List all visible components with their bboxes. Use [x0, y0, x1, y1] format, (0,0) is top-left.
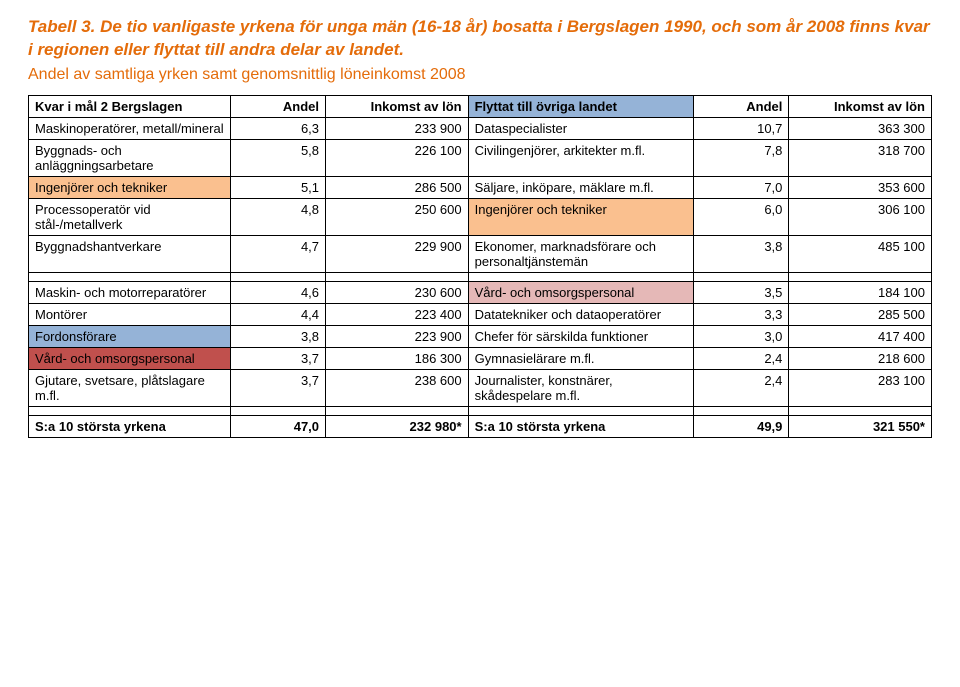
- cell-left-share: 4,8: [230, 199, 325, 236]
- cell-right-share: 7,8: [694, 140, 789, 177]
- cell-left-name: Montörer: [29, 304, 231, 326]
- cell-left-share: 6,3: [230, 118, 325, 140]
- sum-row: S:a 10 största yrkena 47,0 232 980* S:a …: [29, 416, 932, 438]
- cell-right-share: 3,8: [694, 236, 789, 273]
- cell-right-income: 283 100: [789, 370, 932, 407]
- cell-right-income: 485 100: [789, 236, 932, 273]
- table-subtitle: Andel av samtliga yrken samt genomsnittl…: [28, 64, 932, 86]
- cell-left-name: Maskinoperatörer, metall/mineral: [29, 118, 231, 140]
- cell-left-share: 3,8: [230, 326, 325, 348]
- cell-right-income: 417 400: [789, 326, 932, 348]
- table-title: Tabell 3. De tio vanligaste yrkena för u…: [28, 16, 932, 62]
- table-row: Montörer 4,4 223 400 Datatekniker och da…: [29, 304, 932, 326]
- cell-left-name: Gjutare, svetsare, plåtslagare m.fl.: [29, 370, 231, 407]
- cell-left-name: Maskin- och motorreparatörer: [29, 282, 231, 304]
- cell-right-income: 363 300: [789, 118, 932, 140]
- cell-right-name: Chefer för särskilda funktioner: [468, 326, 694, 348]
- cell-left-name: Byggnadshantverkare: [29, 236, 231, 273]
- cell-left-name: Processoperatör vid stål-/metallverk: [29, 199, 231, 236]
- table-row: Byggnadshantverkare 4,7 229 900 Ekonomer…: [29, 236, 932, 273]
- table-row: Fordonsförare 3,8 223 900 Chefer för sär…: [29, 326, 932, 348]
- cell-right-share: 3,3: [694, 304, 789, 326]
- cell-right-name: Säljare, inköpare, mäklare m.fl.: [468, 177, 694, 199]
- sum-right-income: 321 550*: [789, 416, 932, 438]
- sum-right-share: 49,9: [694, 416, 789, 438]
- cell-left-share: 3,7: [230, 348, 325, 370]
- cell-left-share: 3,7: [230, 370, 325, 407]
- cell-right-income: 318 700: [789, 140, 932, 177]
- cell-right-share: 6,0: [694, 199, 789, 236]
- cell-right-income: 184 100: [789, 282, 932, 304]
- table-row: Processoperatör vid stål-/metallverk 4,8…: [29, 199, 932, 236]
- cell-right-share: 7,0: [694, 177, 789, 199]
- cell-left-name: Fordonsförare: [29, 326, 231, 348]
- cell-right-name: Gymnasielärare m.fl.: [468, 348, 694, 370]
- cell-right-share: 3,0: [694, 326, 789, 348]
- cell-left-name: Ingenjörer och tekniker: [29, 177, 231, 199]
- cell-right-name: Vård- och omsorgspersonal: [468, 282, 694, 304]
- table-row: Gjutare, svetsare, plåtslagare m.fl. 3,7…: [29, 370, 932, 407]
- cell-left-name: Vård- och omsorgspersonal: [29, 348, 231, 370]
- cell-right-share: 10,7: [694, 118, 789, 140]
- cell-right-share: 3,5: [694, 282, 789, 304]
- cell-left-income: 226 100: [326, 140, 469, 177]
- cell-left-income: 186 300: [326, 348, 469, 370]
- sum-left-share: 47,0: [230, 416, 325, 438]
- col-header-right-share: Andel: [694, 96, 789, 118]
- table-row: Byggnads- och anläggningsarbetare 5,8 22…: [29, 140, 932, 177]
- cell-right-income: 353 600: [789, 177, 932, 199]
- cell-left-income: 286 500: [326, 177, 469, 199]
- cell-right-income: 306 100: [789, 199, 932, 236]
- cell-left-income: 229 900: [326, 236, 469, 273]
- table-row: Ingenjörer och tekniker 5,1 286 500 Sälj…: [29, 177, 932, 199]
- page: Tabell 3. De tio vanligaste yrkena för u…: [0, 0, 960, 448]
- table-row: Maskin- och motorreparatörer 4,6 230 600…: [29, 282, 932, 304]
- cell-left-share: 4,4: [230, 304, 325, 326]
- col-header-left-income: Inkomst av lön: [326, 96, 469, 118]
- table-row: Vård- och omsorgspersonal 3,7 186 300 Gy…: [29, 348, 932, 370]
- header-row: Kvar i mål 2 Bergslagen Andel Inkomst av…: [29, 96, 932, 118]
- cell-right-name: Dataspecialister: [468, 118, 694, 140]
- sum-right-name: S:a 10 största yrkena: [468, 416, 694, 438]
- col-header-left-share: Andel: [230, 96, 325, 118]
- cell-left-name: Byggnads- och anläggningsarbetare: [29, 140, 231, 177]
- sum-left-income: 232 980*: [326, 416, 469, 438]
- cell-left-share: 4,7: [230, 236, 325, 273]
- spacer-row: [29, 273, 932, 282]
- cell-right-name: Datatekniker och dataoperatörer: [468, 304, 694, 326]
- table-row: Maskinoperatörer, metall/mineral 6,3 233…: [29, 118, 932, 140]
- cell-left-income: 238 600: [326, 370, 469, 407]
- cell-left-share: 4,6: [230, 282, 325, 304]
- cell-left-income: 223 400: [326, 304, 469, 326]
- cell-right-share: 2,4: [694, 348, 789, 370]
- cell-left-income: 230 600: [326, 282, 469, 304]
- cell-right-income: 285 500: [789, 304, 932, 326]
- cell-left-income: 223 900: [326, 326, 469, 348]
- cell-left-share: 5,1: [230, 177, 325, 199]
- cell-right-name: Journalister, konstnärer, skådespelare m…: [468, 370, 694, 407]
- cell-left-income: 233 900: [326, 118, 469, 140]
- cell-right-name: Civilingenjörer, arkitekter m.fl.: [468, 140, 694, 177]
- col-header-right-income: Inkomst av lön: [789, 96, 932, 118]
- cell-left-income: 250 600: [326, 199, 469, 236]
- data-table: Kvar i mål 2 Bergslagen Andel Inkomst av…: [28, 95, 932, 438]
- sum-left-name: S:a 10 största yrkena: [29, 416, 231, 438]
- col-header-right-occupation: Flyttat till övriga landet: [468, 96, 694, 118]
- cell-right-income: 218 600: [789, 348, 932, 370]
- spacer-row: [29, 407, 932, 416]
- cell-right-share: 2,4: [694, 370, 789, 407]
- cell-right-name: Ingenjörer och tekniker: [468, 199, 694, 236]
- col-header-left-occupation: Kvar i mål 2 Bergslagen: [29, 96, 231, 118]
- cell-right-name: Ekonomer, marknadsförare och personaltjä…: [468, 236, 694, 273]
- cell-left-share: 5,8: [230, 140, 325, 177]
